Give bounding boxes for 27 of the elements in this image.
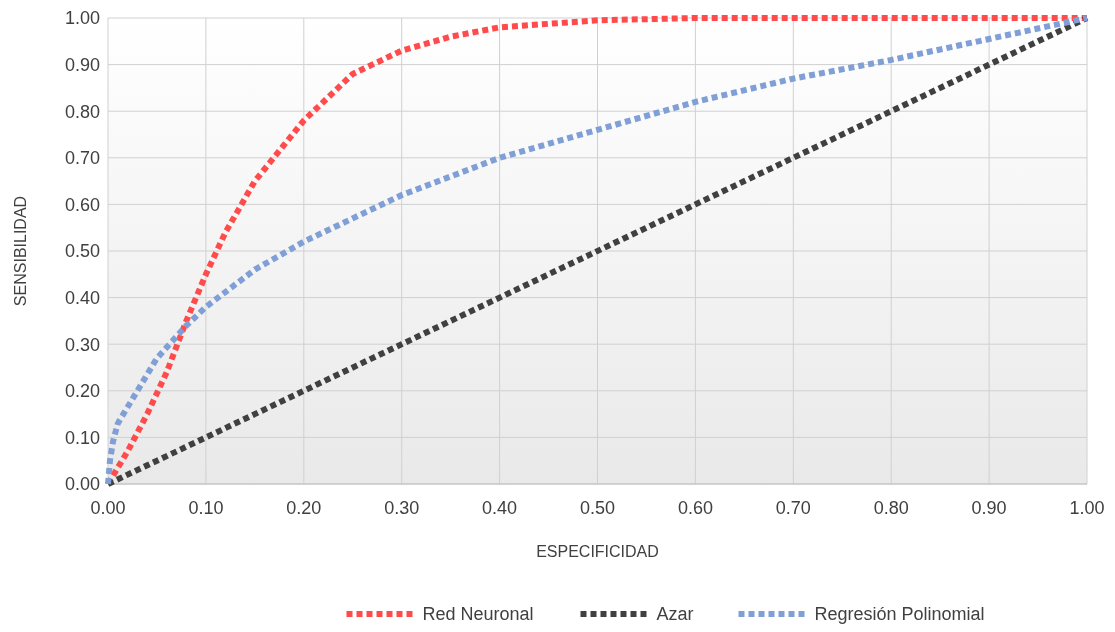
y-tick-label: 0.10	[64, 427, 100, 448]
x-axis-title: ESPECIFICIDAD	[536, 543, 659, 560]
y-tick-label: 0.60	[64, 194, 100, 215]
y-tick-label: 0.50	[64, 241, 100, 262]
y-tick-label: 0.90	[64, 54, 100, 75]
x-tick-label: 1.00	[1069, 498, 1105, 518]
y-tick-label: 0.40	[64, 287, 100, 308]
x-tick-label: 0.20	[286, 498, 322, 518]
y-tick-label: 1.00	[64, 8, 100, 29]
legend-label: Azar	[656, 604, 694, 624]
x-tick-label: 0.70	[775, 498, 811, 518]
legend-label: Red Neuronal	[422, 604, 534, 624]
y-tick-label: 0.20	[64, 381, 100, 402]
x-tick-label: 0.30	[384, 498, 420, 518]
x-tick-label: 0.90	[971, 498, 1007, 518]
y-tick-label: 0.70	[64, 148, 100, 169]
y-axis-title: SENSIBILIDAD	[12, 195, 29, 307]
x-tick-label: 0.00	[90, 498, 126, 518]
x-tick-label: 0.60	[677, 498, 713, 518]
x-tick-label: 0.10	[188, 498, 224, 518]
x-tick-label: 0.40	[482, 498, 518, 518]
y-tick-label: 0.80	[64, 101, 100, 122]
y-tick-label: 0.30	[64, 334, 100, 355]
x-tick-label: 0.80	[873, 498, 909, 518]
legend-label: Regresión Polinomial	[814, 604, 985, 624]
y-tick-label: 0.00	[64, 474, 100, 495]
x-tick-label: 0.50	[579, 498, 616, 518]
